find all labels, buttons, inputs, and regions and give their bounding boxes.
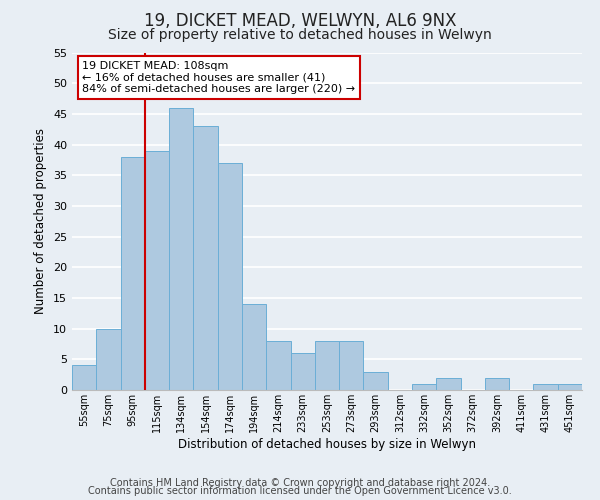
Bar [436, 378, 461, 390]
X-axis label: Distribution of detached houses by size in Welwyn: Distribution of detached houses by size … [178, 438, 476, 450]
Bar [218, 163, 242, 390]
Text: Contains HM Land Registry data © Crown copyright and database right 2024.: Contains HM Land Registry data © Crown c… [110, 478, 490, 488]
Bar [96, 328, 121, 390]
Bar [169, 108, 193, 390]
Bar [145, 150, 169, 390]
Bar [72, 366, 96, 390]
Bar [266, 341, 290, 390]
Bar [339, 341, 364, 390]
Text: 19 DICKET MEAD: 108sqm
← 16% of detached houses are smaller (41)
84% of semi-det: 19 DICKET MEAD: 108sqm ← 16% of detached… [82, 61, 355, 94]
Bar [290, 353, 315, 390]
Bar [558, 384, 582, 390]
Bar [193, 126, 218, 390]
Bar [242, 304, 266, 390]
Bar [315, 341, 339, 390]
Text: Contains public sector information licensed under the Open Government Licence v3: Contains public sector information licen… [88, 486, 512, 496]
Bar [364, 372, 388, 390]
Bar [533, 384, 558, 390]
Text: Size of property relative to detached houses in Welwyn: Size of property relative to detached ho… [108, 28, 492, 42]
Bar [121, 157, 145, 390]
Bar [485, 378, 509, 390]
Text: 19, DICKET MEAD, WELWYN, AL6 9NX: 19, DICKET MEAD, WELWYN, AL6 9NX [144, 12, 456, 30]
Bar [412, 384, 436, 390]
Y-axis label: Number of detached properties: Number of detached properties [34, 128, 47, 314]
